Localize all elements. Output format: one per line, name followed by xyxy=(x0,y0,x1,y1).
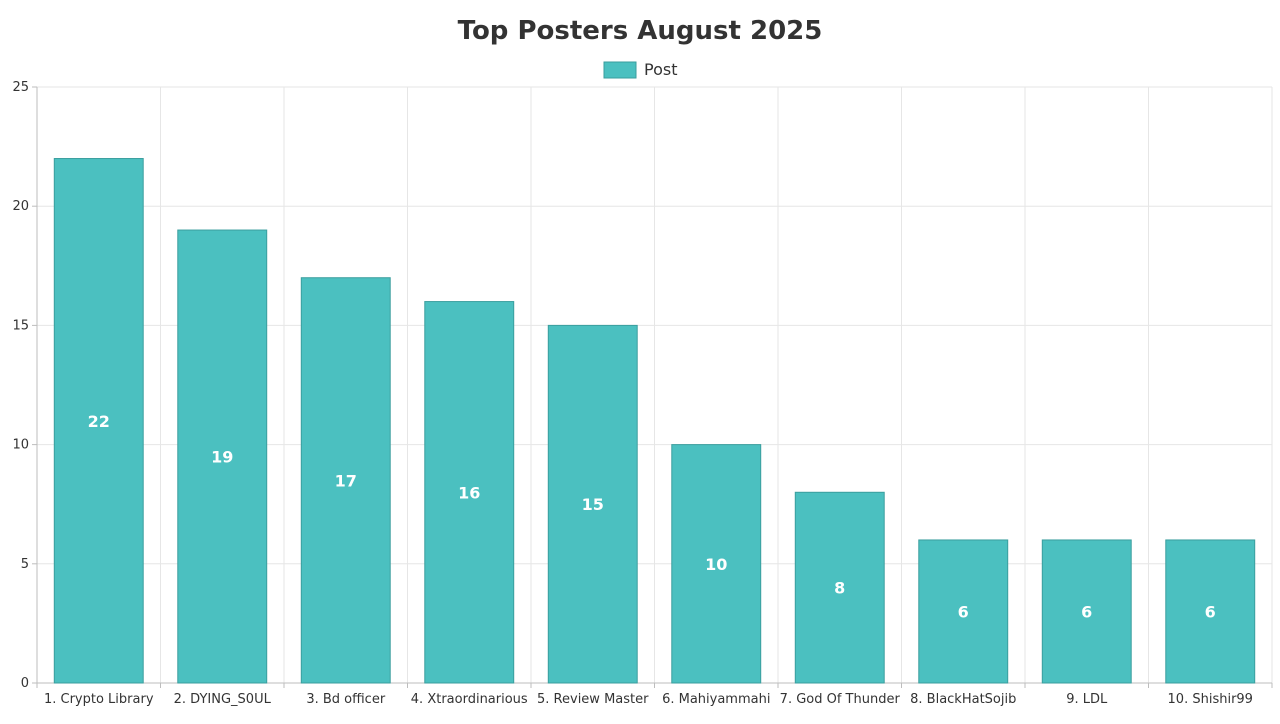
x-tick-label: 6. Mahiyammahi xyxy=(662,692,770,707)
x-tick-label: 5. Review Master xyxy=(537,692,649,707)
bar[interactable] xyxy=(547,324,638,684)
bar[interactable] xyxy=(53,158,144,684)
y-tick-label: 10 xyxy=(12,438,29,453)
chart-title: Top Posters August 2025 xyxy=(458,16,823,46)
bar[interactable] xyxy=(1165,539,1256,684)
x-tick-label: 3. Bd officer xyxy=(306,692,386,707)
x-tick-label: 9. LDL xyxy=(1066,692,1108,707)
bar-value-label: 10 xyxy=(705,555,727,574)
legend-swatch[interactable] xyxy=(603,61,637,79)
bar-value-label: 6 xyxy=(1081,602,1092,621)
x-tick-label: 7. God Of Thunder xyxy=(780,692,901,707)
x-tick-label: 1. Crypto Library xyxy=(44,692,154,707)
legend[interactable]: Post xyxy=(603,60,677,79)
bar-value-label: 17 xyxy=(335,471,357,490)
bars: 22 19 17 16 15 10 8 6 6 6 xyxy=(53,158,1256,684)
y-tick-label: 20 xyxy=(12,199,29,214)
x-axis-labels: 1. Crypto Library 2. DYING_S0UL 3. Bd offi… xyxy=(44,692,1253,707)
bar-value-label: 8 xyxy=(834,579,845,598)
y-tick-label: 15 xyxy=(12,318,29,333)
x-tick-label: 8. BlackHatSojib xyxy=(910,692,1016,707)
bar-value-label: 16 xyxy=(458,483,480,502)
bar-value-label: 22 xyxy=(88,412,110,431)
bar[interactable] xyxy=(177,229,268,684)
y-tick-label: 5 xyxy=(21,557,29,572)
bar[interactable] xyxy=(300,277,391,684)
legend-label[interactable]: Post xyxy=(644,60,677,79)
x-tick-label: 2. DYING_S0UL xyxy=(174,692,272,707)
bar[interactable] xyxy=(1041,539,1132,684)
bar[interactable] xyxy=(794,491,885,684)
bar-value-label: 6 xyxy=(958,602,969,621)
y-tick-label: 25 xyxy=(12,80,29,95)
x-tick-label: 10. Shishir99 xyxy=(1168,692,1253,707)
y-tick-label: 0 xyxy=(21,676,29,691)
bar[interactable] xyxy=(424,301,515,684)
bar-value-label: 19 xyxy=(211,448,233,467)
bar-value-label: 15 xyxy=(582,495,604,514)
y-axis-ticks: 0 5 10 15 20 25 xyxy=(12,80,29,691)
bar[interactable] xyxy=(671,444,762,684)
bar[interactable] xyxy=(918,539,1009,684)
bar-value-label: 6 xyxy=(1205,602,1216,621)
x-tick-label: 4. Xtraordinarious xyxy=(411,692,528,707)
